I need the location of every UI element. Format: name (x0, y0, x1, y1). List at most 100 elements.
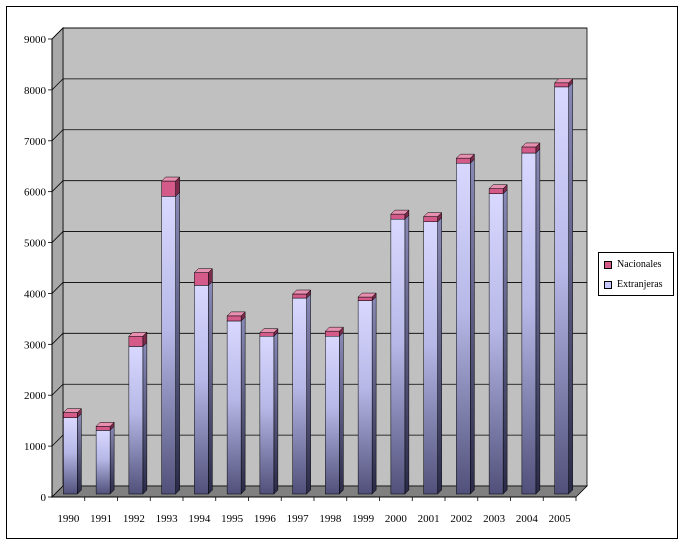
gridline-side (51, 129, 64, 142)
bar-nacionales-top (259, 328, 279, 333)
gridline-side (51, 231, 64, 243)
bar-extranjeras-side (568, 82, 573, 495)
bar-extranjeras-side (371, 296, 377, 495)
bar-nacionales-top (488, 184, 508, 189)
bar-extranjeras-side (502, 189, 508, 495)
bar-extranjeras (521, 152, 537, 495)
x-tick-label: 2000 (385, 513, 408, 525)
bar-nacionales (357, 296, 373, 301)
bar-nacionales (161, 180, 176, 197)
bar-nacionales-top (455, 153, 475, 159)
bar-extranjeras (390, 218, 406, 495)
legend-swatch-extranjeras (604, 280, 612, 289)
bar-extranjeras-side (437, 217, 442, 495)
bar-extranjeras-side (470, 158, 475, 495)
gridline-side (51, 180, 64, 192)
bar-nacionales-top (357, 292, 377, 298)
x-tick-label: 1991 (90, 513, 112, 525)
bar-extranjeras (357, 300, 373, 495)
bar-extranjeras (423, 221, 438, 495)
bar-extranjeras (292, 297, 307, 495)
bar-nacionales (423, 216, 438, 222)
x-tick-label: 2003 (483, 513, 506, 525)
bar-extranjeras (128, 346, 144, 495)
y-tick-label: 4000 (24, 288, 47, 300)
legend-swatch-nacionales (604, 260, 612, 269)
y-tick-label: 2000 (24, 390, 47, 402)
y-tick-label: 7000 (24, 136, 47, 148)
y-tick-label: 9000 (24, 34, 47, 46)
bar-extranjeras-side (240, 316, 246, 495)
legend-item-extranjeras: Extranjeras (604, 279, 663, 290)
bar-extranjeras (259, 335, 275, 495)
bar-nacionales (259, 332, 275, 337)
y-tick-label: 6000 (24, 187, 47, 199)
bar-extranjeras-side (208, 280, 213, 495)
bar-extranjeras-side (77, 413, 82, 495)
gridline-side (51, 383, 64, 396)
bar-nacionales-top (226, 311, 246, 317)
bar-extranjeras-side (273, 331, 279, 495)
x-tick-label: 2005 (549, 513, 572, 525)
bar-nacionales-top (193, 268, 213, 273)
x-tick-label: 1999 (352, 513, 375, 525)
y-tick-label: 0 (41, 492, 47, 504)
x-tick-label: 1997 (287, 513, 310, 525)
bar-nacionales (226, 315, 242, 322)
x-tick-label: 1998 (319, 513, 342, 525)
bar-extranjeras (488, 193, 504, 495)
bar-extranjeras (95, 430, 111, 495)
bar-extranjeras (226, 320, 242, 495)
x-tick-label: 1993 (156, 513, 179, 525)
bar-extranjeras-side (142, 341, 148, 495)
bar-extranjeras-side (109, 425, 115, 495)
legend-label-nacionales: Nacionales (617, 259, 662, 270)
bar-nacionales-top (521, 142, 541, 148)
bar-nacionales (194, 272, 209, 286)
y-tick-label: 5000 (24, 238, 47, 250)
x-tick-label: 1994 (188, 513, 211, 525)
bar-nacionales (488, 188, 504, 195)
bar-nacionales (95, 426, 111, 431)
bar-extranjeras-side (175, 191, 180, 495)
bar-extranjeras (456, 162, 471, 495)
bar-nacionales-top (62, 408, 82, 413)
x-tick-label: 2001 (418, 513, 440, 525)
x-tick-label: 1995 (221, 513, 244, 525)
bar-nacionales-top (292, 289, 312, 295)
x-tick-label: 1992 (123, 513, 145, 525)
bar-extranjeras-side (339, 331, 344, 495)
bar-extranjeras-side (306, 293, 311, 495)
bar-extranjeras (63, 417, 78, 495)
bar-extranjeras (325, 335, 340, 495)
side-wall (51, 27, 64, 498)
bar-nacionales (456, 157, 471, 164)
bar-nacionales-top (423, 212, 443, 217)
bar-extranjeras-side (404, 214, 410, 495)
bar-nacionales-top (161, 176, 181, 182)
bar-nacionales (554, 82, 569, 88)
gridline-side (51, 333, 64, 345)
legend-item-nacionales: Nacionales (604, 259, 661, 270)
gridline-side (51, 434, 64, 447)
bar-nacionales (63, 412, 78, 418)
bar-nacionales-top (324, 326, 344, 332)
gridline-side (51, 282, 64, 294)
bar-extranjeras-side (535, 148, 541, 495)
x-tick-label: 2004 (516, 513, 539, 525)
bar-extranjeras (161, 196, 176, 495)
bar-nacionales (521, 146, 537, 154)
bar-nacionales (128, 335, 144, 347)
bar-nacionales (390, 213, 406, 220)
gridline-side (51, 27, 64, 40)
bar-nacionales (325, 330, 340, 337)
x-tick-label: 2002 (450, 513, 472, 525)
bar-nacionales (292, 293, 307, 299)
y-tick-label: 1000 (24, 441, 47, 453)
bar-extranjeras (194, 285, 209, 495)
bar-nacionales-top (95, 422, 115, 427)
gridline-side (51, 78, 64, 91)
bar-nacionales-top (390, 209, 410, 215)
bar-nacionales-top (554, 78, 574, 84)
